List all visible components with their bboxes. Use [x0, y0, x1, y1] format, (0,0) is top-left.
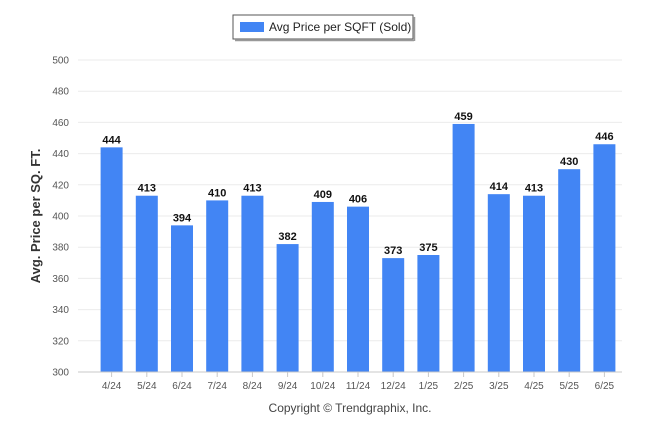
- legend: Avg Price per SQFT (Sold): [232, 14, 416, 42]
- y-tick-label: 460: [52, 118, 69, 129]
- y-tick-label: 300: [52, 368, 69, 379]
- y-tick-label: 360: [52, 274, 69, 285]
- bars: [100, 123, 616, 373]
- x-tick-label: 6/25: [595, 381, 615, 392]
- x-tick-label: 1/25: [419, 381, 439, 392]
- y-tick-label: 380: [52, 243, 69, 254]
- legend-label: Avg Price per SQFT (Sold): [269, 20, 411, 34]
- y-axis-title: Avg. Price per SQ. FT.: [28, 149, 43, 284]
- data-label: 446: [595, 131, 613, 143]
- data-label: 430: [560, 156, 578, 168]
- y-tick-label: 420: [52, 180, 69, 191]
- bar: [135, 195, 158, 372]
- y-tick-label: 320: [52, 336, 69, 347]
- data-label: 413: [525, 183, 543, 195]
- data-label: 459: [454, 111, 472, 123]
- bar: [593, 144, 616, 372]
- data-label: 394: [173, 212, 192, 224]
- x-tick-label: 12/24: [381, 381, 406, 392]
- copyright-text: Copyright © Trendgraphix, Inc.: [269, 401, 432, 415]
- y-tick-label: 480: [52, 87, 69, 98]
- bar: [523, 195, 545, 372]
- data-label: 406: [349, 194, 367, 206]
- y-tick-label: 400: [52, 212, 69, 223]
- bar: [417, 255, 440, 372]
- data-label: 413: [243, 183, 261, 195]
- bar: [311, 201, 334, 372]
- bar: [487, 194, 510, 372]
- bar: [558, 169, 581, 372]
- x-tick-label: 9/24: [278, 381, 298, 392]
- x-tick-label: 6/24: [172, 381, 192, 392]
- data-labels: 444 413 394 410 413 382 409 406 373 375 459 414 413 4…: [102, 111, 613, 257]
- data-label: 414: [490, 181, 509, 193]
- legend-swatch: [240, 22, 264, 32]
- x-tick-label: 2/25: [454, 381, 474, 392]
- x-tick-label: 4/25: [524, 381, 544, 392]
- data-label: 410: [208, 187, 226, 199]
- x-axis-ticks: 4/24 5/24 6/24 7/24 8/24 9/24 10/24 11/24 12/24 1…: [102, 372, 615, 392]
- x-tick-label: 10/24: [310, 381, 335, 392]
- y-tick-label: 440: [52, 149, 69, 160]
- data-label: 382: [278, 231, 296, 243]
- data-label: 413: [138, 183, 156, 195]
- data-label: 375: [419, 242, 437, 254]
- x-tick-label: 5/25: [559, 381, 579, 392]
- x-tick-label: 4/24: [102, 381, 122, 392]
- bar: [347, 206, 369, 372]
- x-tick-label: 7/24: [207, 381, 227, 392]
- y-tick-label: 500: [52, 56, 69, 67]
- bar: [276, 244, 299, 372]
- bar: [206, 200, 229, 372]
- bar: [171, 225, 193, 372]
- data-label: 373: [384, 245, 402, 257]
- x-tick-label: 11/24: [346, 381, 371, 392]
- x-tick-label: 3/25: [489, 381, 509, 392]
- data-label: 444: [102, 134, 121, 146]
- bar: [241, 195, 264, 372]
- bar: [452, 123, 475, 373]
- y-tick-label: 340: [52, 305, 69, 316]
- x-tick-label: 8/24: [243, 381, 263, 392]
- data-label: 409: [314, 189, 332, 201]
- bar: [382, 258, 405, 372]
- x-tick-label: 5/24: [137, 381, 157, 392]
- y-axis-ticks: 300 320 340 360 380 400 420 440 460 480 500: [52, 56, 69, 379]
- bar: [100, 147, 123, 372]
